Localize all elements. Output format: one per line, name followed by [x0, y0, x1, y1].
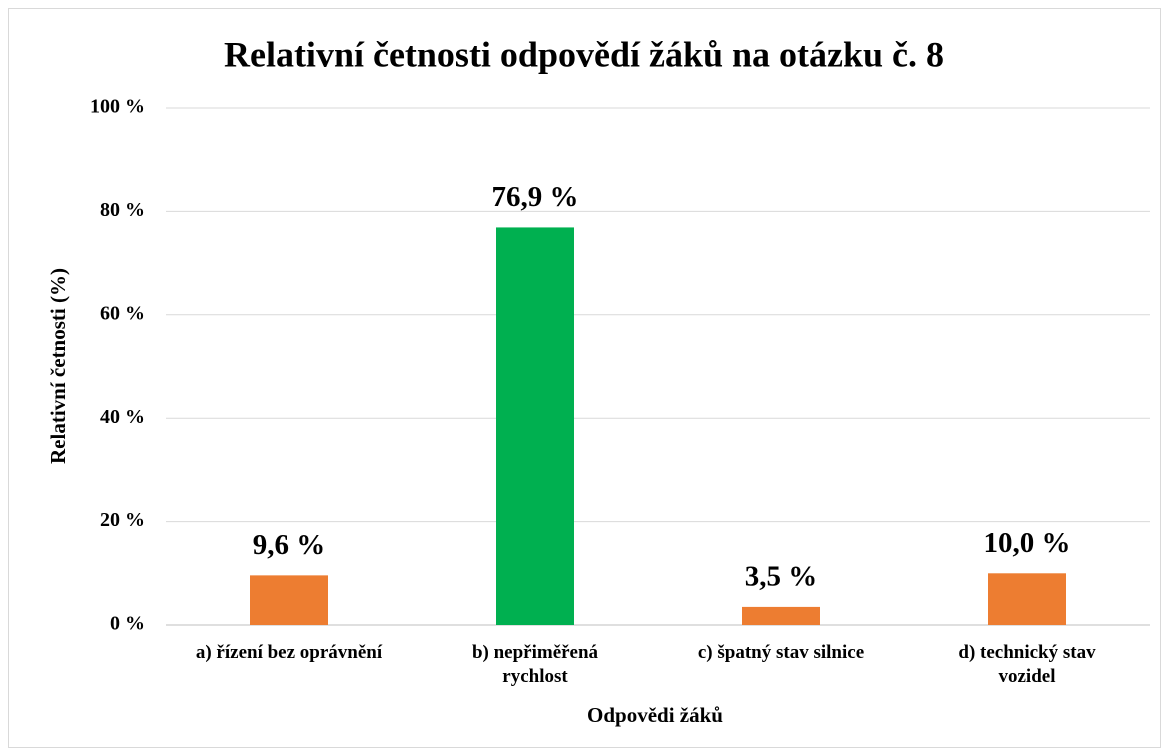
y-tick-label: 80 % — [100, 199, 145, 221]
value-label: 10,0 % — [984, 527, 1071, 559]
bar — [988, 573, 1066, 625]
chart-frame — [8, 8, 1161, 748]
y-tick-label: 60 % — [100, 302, 145, 324]
value-label: 76,9 % — [492, 181, 579, 213]
y-tick-label: 20 % — [100, 509, 145, 531]
y-axis-title: Relativní četnosti (%) — [46, 268, 70, 464]
value-label: 9,6 % — [253, 529, 326, 561]
bar — [250, 575, 328, 625]
y-tick-label: 40 % — [100, 406, 145, 428]
y-tick-label: 100 % — [90, 96, 145, 118]
y-tick-label: 0 % — [110, 613, 145, 635]
bar — [496, 227, 574, 625]
x-tick-label: a) řízení bez oprávnění — [195, 642, 383, 663]
bar — [742, 606, 820, 625]
value-label: 3,5 % — [745, 561, 818, 593]
x-tick-label: c) špatný stav silnice — [697, 642, 865, 663]
x-tick-label: d) technický stav vozidel — [958, 642, 1096, 687]
chart-title: Relativní četnosti odpovědí žáků na otáz… — [224, 34, 944, 74]
x-axis-title: Odpovědi žáků — [587, 703, 723, 727]
x-tick-label: b) nepřiměřená rychlost — [471, 642, 599, 687]
